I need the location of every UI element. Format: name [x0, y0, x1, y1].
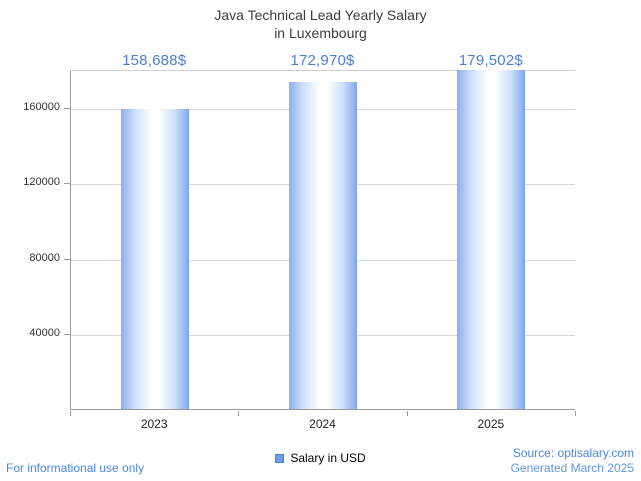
source-link[interactable]: Source: optisalary.com [512, 446, 634, 460]
generated-date: Generated March 2025 [510, 461, 634, 475]
x-label-2025: 2025 [477, 417, 505, 431]
y-tick-mark [64, 107, 70, 109]
chart-title-line2: in Luxembourg [274, 25, 367, 42]
y-tick-mark [64, 258, 70, 260]
bar-2023[interactable] [121, 109, 189, 409]
y-tick-label: 160000 [23, 100, 60, 113]
chart-title-line1: Java Technical Lead Yearly Salary [214, 7, 427, 23]
bar-2024[interactable] [289, 82, 357, 409]
source-block: Source: optisalary.com Generated March 2… [511, 446, 634, 476]
x-label-2024: 2024 [309, 417, 336, 431]
y-tick-label: 120000 [23, 176, 60, 189]
disclaimer-text: For informational use only [6, 461, 145, 475]
legend-label: Salary in USD [290, 451, 366, 465]
x-tick-mark [575, 411, 576, 416]
y-tick-mark [64, 183, 70, 185]
bar-column-2023 [71, 71, 239, 409]
bar-column-2025 [407, 69, 575, 409]
y-tick-mark [64, 334, 70, 336]
bars-container [71, 69, 575, 409]
bar-value-label-2025: 179,502$ [458, 52, 523, 69]
plot-area [70, 69, 575, 410]
x-label-2023: 2023 [140, 417, 168, 431]
x-tick-mark [70, 411, 71, 416]
legend-swatch-icon [275, 453, 285, 463]
bar-value-label-2024: 172,970$ [290, 52, 355, 69]
legend-item-salary[interactable]: Salary in USD [0, 451, 641, 465]
bar-value-label-2023: 158,688$ [122, 52, 187, 69]
x-tick-mark [406, 411, 408, 416]
y-tick-label: 80000 [29, 251, 60, 264]
y-tick-label: 40000 [29, 327, 60, 340]
chart-title: Java Technical Lead Yearly Salary in Lux… [0, 6, 641, 42]
bar-column-2024 [239, 71, 407, 409]
bar-value-labels: 158,688$ 172,970$ 179,502$ [70, 52, 575, 69]
x-tick-mark [238, 411, 240, 416]
x-axis-labels: 2023 2024 2025 [70, 417, 575, 431]
bar-2025[interactable] [457, 69, 525, 409]
